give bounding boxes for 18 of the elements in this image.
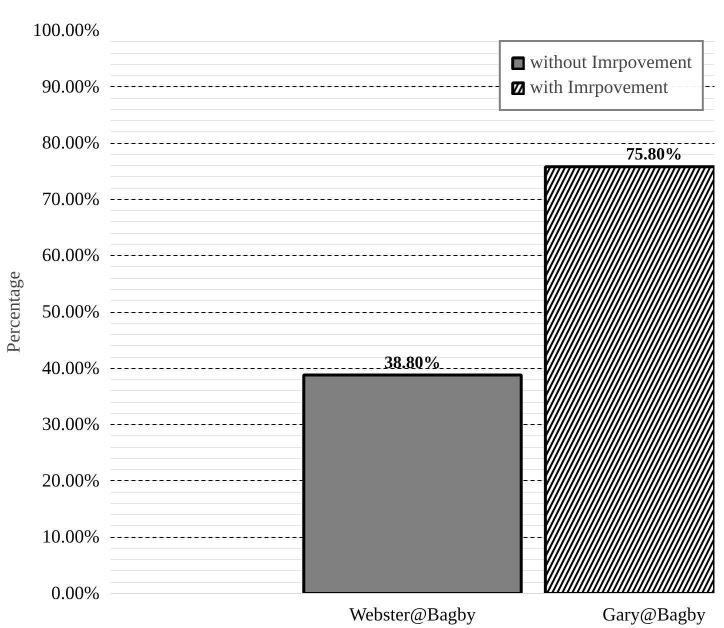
y-tick-label: 0.00% [51, 583, 100, 604]
y-tick-label: 80.00% [42, 132, 100, 154]
y-tick-label: 30.00% [42, 414, 100, 436]
x-tick-label: Webster@Bagby [349, 604, 476, 626]
y-tick-label: 90.00% [42, 76, 100, 98]
y-tick-label: 50.00% [42, 302, 100, 322]
x-tick-label: Gary@Bagby [602, 604, 706, 626]
y-tick-label: 20.00% [42, 470, 100, 492]
y-axis-title: Percentage [4, 271, 25, 353]
data-label: 38.80% [384, 353, 441, 372]
legend-label: with Imrpovement [530, 77, 668, 99]
y-tick-label: 70.00% [42, 188, 100, 210]
legend-label: without Imrpovement [530, 52, 692, 74]
y-tick-label: 10.00% [42, 526, 100, 548]
data-label: 75.80% [626, 144, 682, 164]
y-tick-label: 100.00% [32, 20, 100, 41]
y-tick-label: 60.00% [42, 245, 100, 266]
y-tick-label: 40.00% [42, 358, 100, 379]
